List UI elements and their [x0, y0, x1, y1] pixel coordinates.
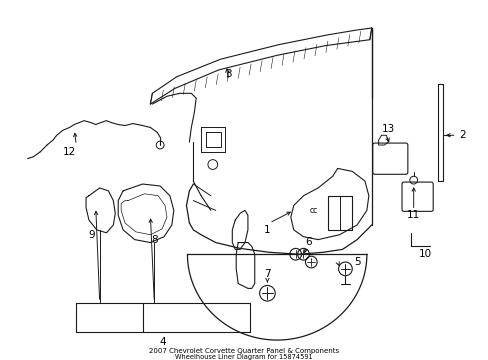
Text: 1: 1: [264, 225, 270, 235]
Text: 3: 3: [224, 69, 231, 79]
Text: cc: cc: [308, 206, 317, 215]
Text: 9: 9: [88, 230, 95, 240]
Text: 11: 11: [406, 210, 420, 220]
Text: 5: 5: [353, 257, 360, 267]
Text: 6: 6: [305, 237, 311, 247]
Text: Wheelhouse Liner Diagram for 15874591: Wheelhouse Liner Diagram for 15874591: [175, 354, 312, 360]
Text: 2: 2: [458, 130, 465, 140]
Text: 7: 7: [264, 269, 270, 279]
Text: 12: 12: [62, 147, 76, 157]
Text: 10: 10: [418, 249, 431, 259]
Text: 13: 13: [381, 125, 394, 134]
Text: 2007 Chevrolet Corvette Quarter Panel & Components: 2007 Chevrolet Corvette Quarter Panel & …: [149, 348, 338, 354]
Text: 4: 4: [160, 337, 166, 347]
Text: 8: 8: [151, 235, 157, 244]
